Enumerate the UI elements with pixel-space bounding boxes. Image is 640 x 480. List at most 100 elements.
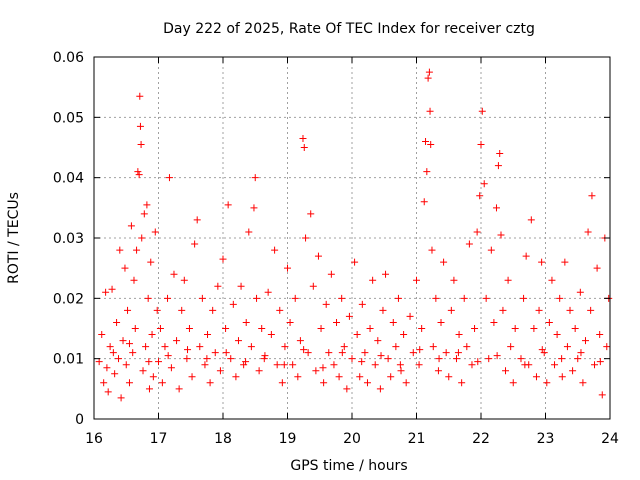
data-point — [296, 337, 304, 345]
data-point — [427, 140, 435, 148]
data-point — [133, 246, 141, 254]
data-point — [289, 361, 297, 369]
data-point — [251, 174, 259, 182]
data-point — [553, 331, 561, 339]
data-point — [452, 355, 460, 363]
data-point — [116, 246, 124, 254]
data-point — [104, 388, 112, 396]
data-point — [463, 343, 471, 351]
data-point — [384, 355, 392, 363]
data-point — [167, 364, 175, 372]
data-point — [280, 361, 288, 369]
data-point — [396, 361, 404, 369]
y-tick-label: 0 — [75, 412, 84, 428]
data-point — [413, 276, 420, 284]
x-tick-label: 16 — [85, 431, 103, 447]
data-point — [338, 294, 346, 302]
data-point — [437, 318, 445, 326]
data-point — [209, 306, 217, 314]
data-point — [164, 294, 172, 302]
data-point — [577, 349, 585, 357]
data-point — [420, 198, 428, 206]
data-point — [521, 361, 529, 369]
data-point — [579, 379, 587, 387]
data-point — [576, 288, 584, 296]
data-points — [95, 68, 613, 402]
data-point — [492, 204, 500, 212]
data-point — [361, 349, 369, 357]
data-point — [374, 337, 382, 345]
data-point — [465, 240, 473, 248]
data-point — [211, 349, 219, 357]
data-point — [476, 192, 484, 200]
data-point — [540, 349, 548, 357]
data-point — [224, 201, 232, 209]
data-point — [271, 246, 279, 254]
data-point — [499, 306, 507, 314]
y-tick-label: 0.06 — [53, 50, 84, 66]
data-point — [338, 349, 346, 357]
data-point — [333, 318, 341, 326]
data-point — [95, 358, 103, 366]
data-point — [156, 325, 164, 332]
data-point — [432, 294, 440, 302]
data-point — [598, 391, 606, 399]
data-point — [219, 255, 227, 263]
data-point — [493, 352, 501, 360]
data-point — [376, 385, 384, 393]
data-point — [294, 373, 302, 381]
data-point — [587, 306, 595, 314]
data-point — [185, 325, 193, 332]
data-point — [581, 337, 589, 345]
data-point — [203, 355, 211, 363]
data-point — [161, 343, 169, 351]
data-point — [229, 300, 237, 308]
data-point — [389, 318, 397, 326]
data-point — [325, 349, 333, 357]
data-point — [487, 246, 495, 254]
data-point — [319, 364, 327, 372]
data-point — [125, 340, 133, 348]
data-point — [424, 74, 432, 82]
x-tick-label: 20 — [343, 431, 361, 447]
data-point — [353, 331, 361, 339]
data-point — [158, 379, 166, 387]
data-point — [222, 349, 230, 357]
data-point — [460, 294, 468, 302]
data-point — [164, 352, 172, 360]
data-point — [180, 276, 188, 284]
data-point — [267, 331, 275, 339]
data-point — [397, 367, 405, 375]
data-point — [247, 343, 255, 351]
data-point — [366, 325, 374, 332]
data-point — [532, 373, 540, 381]
chart-title: Day 222 of 2025, Rate Of TEC Index for r… — [163, 21, 535, 37]
data-point — [480, 180, 488, 188]
data-point — [245, 228, 253, 236]
data-point — [258, 325, 266, 332]
x-tick-label: 24 — [601, 431, 619, 447]
data-point — [593, 264, 601, 272]
data-point — [445, 373, 453, 381]
data-point — [392, 343, 400, 351]
data-point — [387, 373, 395, 381]
data-point — [394, 294, 402, 302]
data-point — [276, 306, 284, 314]
data-point — [428, 246, 436, 254]
y-tick-label: 0.01 — [53, 352, 84, 368]
data-point — [184, 346, 192, 354]
data-point — [119, 337, 127, 345]
data-point — [127, 222, 135, 230]
data-point — [155, 358, 162, 366]
x-axis-label: GPS time / hours — [290, 458, 407, 474]
data-point — [377, 352, 385, 360]
data-point — [135, 171, 143, 179]
data-point — [260, 355, 268, 363]
data-point — [281, 343, 289, 351]
data-point — [571, 325, 579, 332]
data-point — [473, 228, 481, 236]
data-point — [538, 258, 546, 266]
data-point — [477, 140, 485, 148]
data-point — [409, 349, 417, 357]
